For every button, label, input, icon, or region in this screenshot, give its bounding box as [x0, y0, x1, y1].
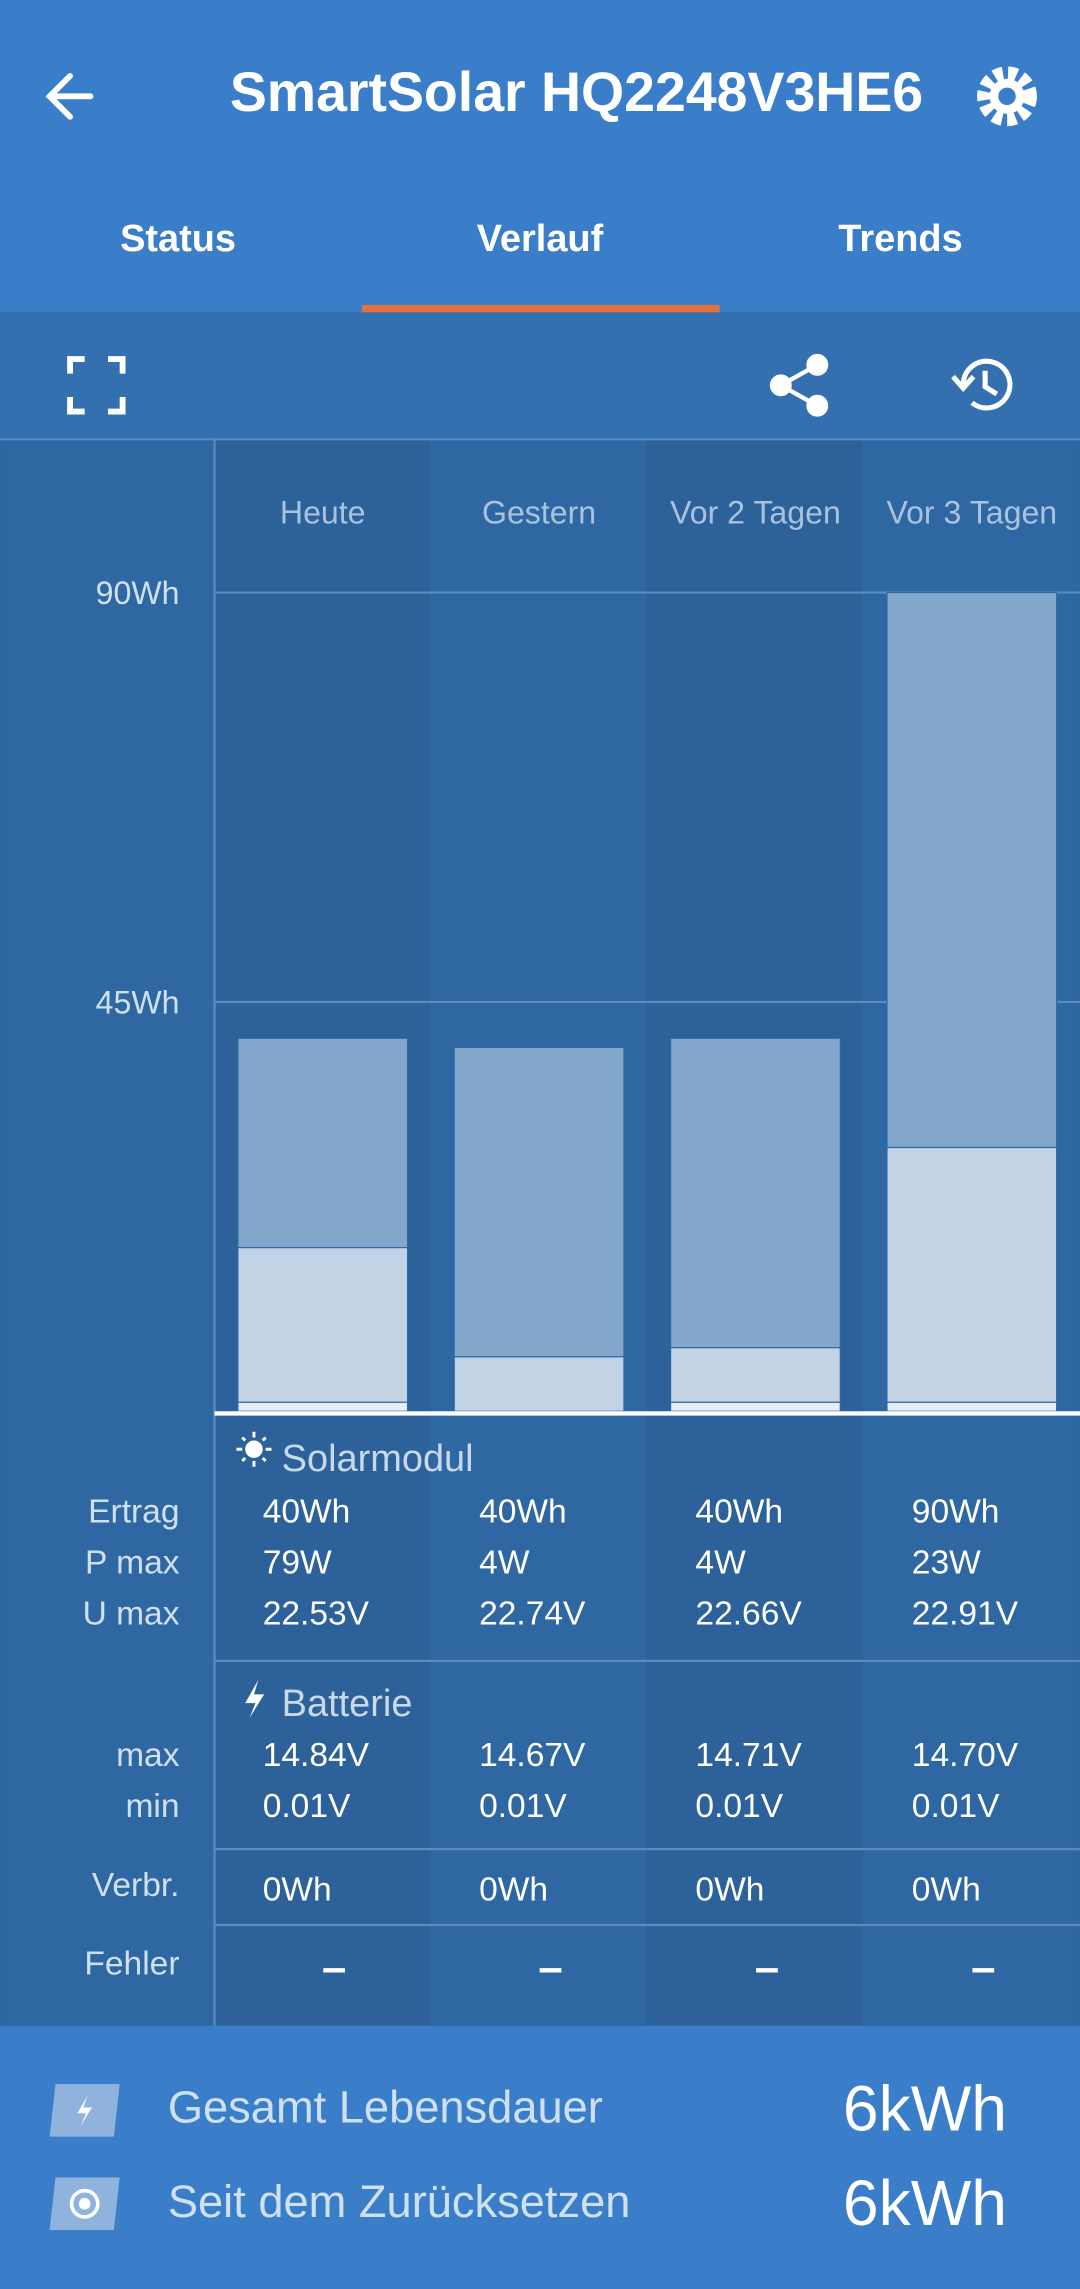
- cell-value: –: [322, 1943, 346, 1992]
- cell-value: 0.01V: [263, 1788, 351, 1825]
- cell-value: –: [538, 1943, 562, 1992]
- cell-value: 22.53V: [263, 1595, 370, 1632]
- cell-value: 40Wh: [263, 1493, 351, 1530]
- share-button[interactable]: [769, 353, 829, 417]
- x-tick-label: Vor 2 Tagen: [670, 495, 841, 531]
- bar-segment: [670, 1037, 841, 1349]
- history-button[interactable]: [951, 358, 1013, 411]
- x-tick-label: Heute: [280, 495, 366, 531]
- footer: [0, 2025, 1080, 2289]
- fullscreen-button[interactable]: [67, 356, 126, 415]
- cell-value: –: [971, 1943, 995, 1992]
- footer-label: Gesamt Lebensdauer: [168, 2081, 603, 2132]
- toolbar: [0, 312, 1080, 438]
- cell-value: 14.70V: [912, 1737, 1019, 1774]
- bar-segment: [453, 1046, 625, 1358]
- cell-value: 0.01V: [479, 1788, 567, 1825]
- cell-value: 0Wh: [479, 1871, 548, 1908]
- app-bar: [0, 0, 1080, 313]
- cell-value: 0Wh: [695, 1871, 764, 1908]
- cell-value: 0.01V: [695, 1788, 783, 1825]
- y-tick-label: 45Wh: [96, 984, 180, 1020]
- section-title: Solarmodul: [282, 1438, 474, 1480]
- bar-segment: [237, 1037, 409, 1249]
- section-title: Batterie: [282, 1683, 413, 1725]
- cell-value: –: [755, 1943, 779, 1992]
- footer-label: Seit dem Zurücksetzen: [168, 2176, 631, 2227]
- x-tick-label: Vor 3 Tagen: [886, 495, 1057, 531]
- cell-value: 0Wh: [912, 1871, 981, 1908]
- cell-value: 14.84V: [263, 1737, 370, 1774]
- footer-value: 6kWh: [843, 2072, 1007, 2144]
- cell-value: 79W: [263, 1544, 332, 1581]
- cell-value: 0Wh: [263, 1871, 332, 1908]
- cell-value: 4W: [479, 1544, 530, 1581]
- cell-value: 90Wh: [912, 1493, 1000, 1530]
- cell-value: 14.67V: [479, 1737, 586, 1774]
- row-label: Verbr.: [92, 1867, 180, 1904]
- row-label: min: [125, 1788, 179, 1825]
- cell-value: 14.71V: [695, 1737, 802, 1774]
- bar-segment: [886, 591, 1058, 1149]
- bar-segment: [886, 1146, 1058, 1403]
- x-tick-label: Gestern: [482, 495, 596, 531]
- cell-value: 22.91V: [912, 1595, 1019, 1632]
- cell-value: 40Wh: [479, 1493, 567, 1530]
- reset-icon: [49, 2177, 120, 2231]
- bar-segment: [237, 1246, 409, 1403]
- row-label: max: [116, 1737, 180, 1774]
- bar-segment: [453, 1356, 625, 1412]
- cell-value: 40Wh: [695, 1493, 783, 1530]
- cell-value: 0.01V: [912, 1788, 1000, 1825]
- row-label: P max: [85, 1544, 180, 1581]
- tab[interactable]: Verlauf: [477, 218, 604, 260]
- cell-value: 22.66V: [695, 1595, 802, 1632]
- cell-value: 4W: [695, 1544, 746, 1581]
- cell-value: 23W: [912, 1544, 981, 1581]
- title: SmartSolar HQ2248V3HE6: [230, 61, 923, 123]
- back-button[interactable]: [45, 72, 94, 120]
- lifetime-icon: [49, 2084, 120, 2137]
- row-label: Fehler: [84, 1946, 179, 1983]
- settings-button[interactable]: [977, 66, 1037, 127]
- row-label: U max: [83, 1595, 180, 1632]
- tab[interactable]: Status: [120, 218, 236, 260]
- tab-indicator: [361, 305, 720, 313]
- cell-value: 22.74V: [479, 1595, 586, 1632]
- y-tick-label: 90Wh: [96, 575, 180, 611]
- bolt-icon: [245, 1679, 265, 1718]
- footer-value: 6kWh: [843, 2167, 1007, 2239]
- row-label: Ertrag: [88, 1493, 179, 1530]
- bar-segment: [670, 1401, 841, 1412]
- bar-segment: [237, 1401, 409, 1412]
- bar-segment: [886, 1401, 1058, 1412]
- tab[interactable]: Trends: [838, 218, 962, 260]
- bar-segment: [670, 1347, 841, 1403]
